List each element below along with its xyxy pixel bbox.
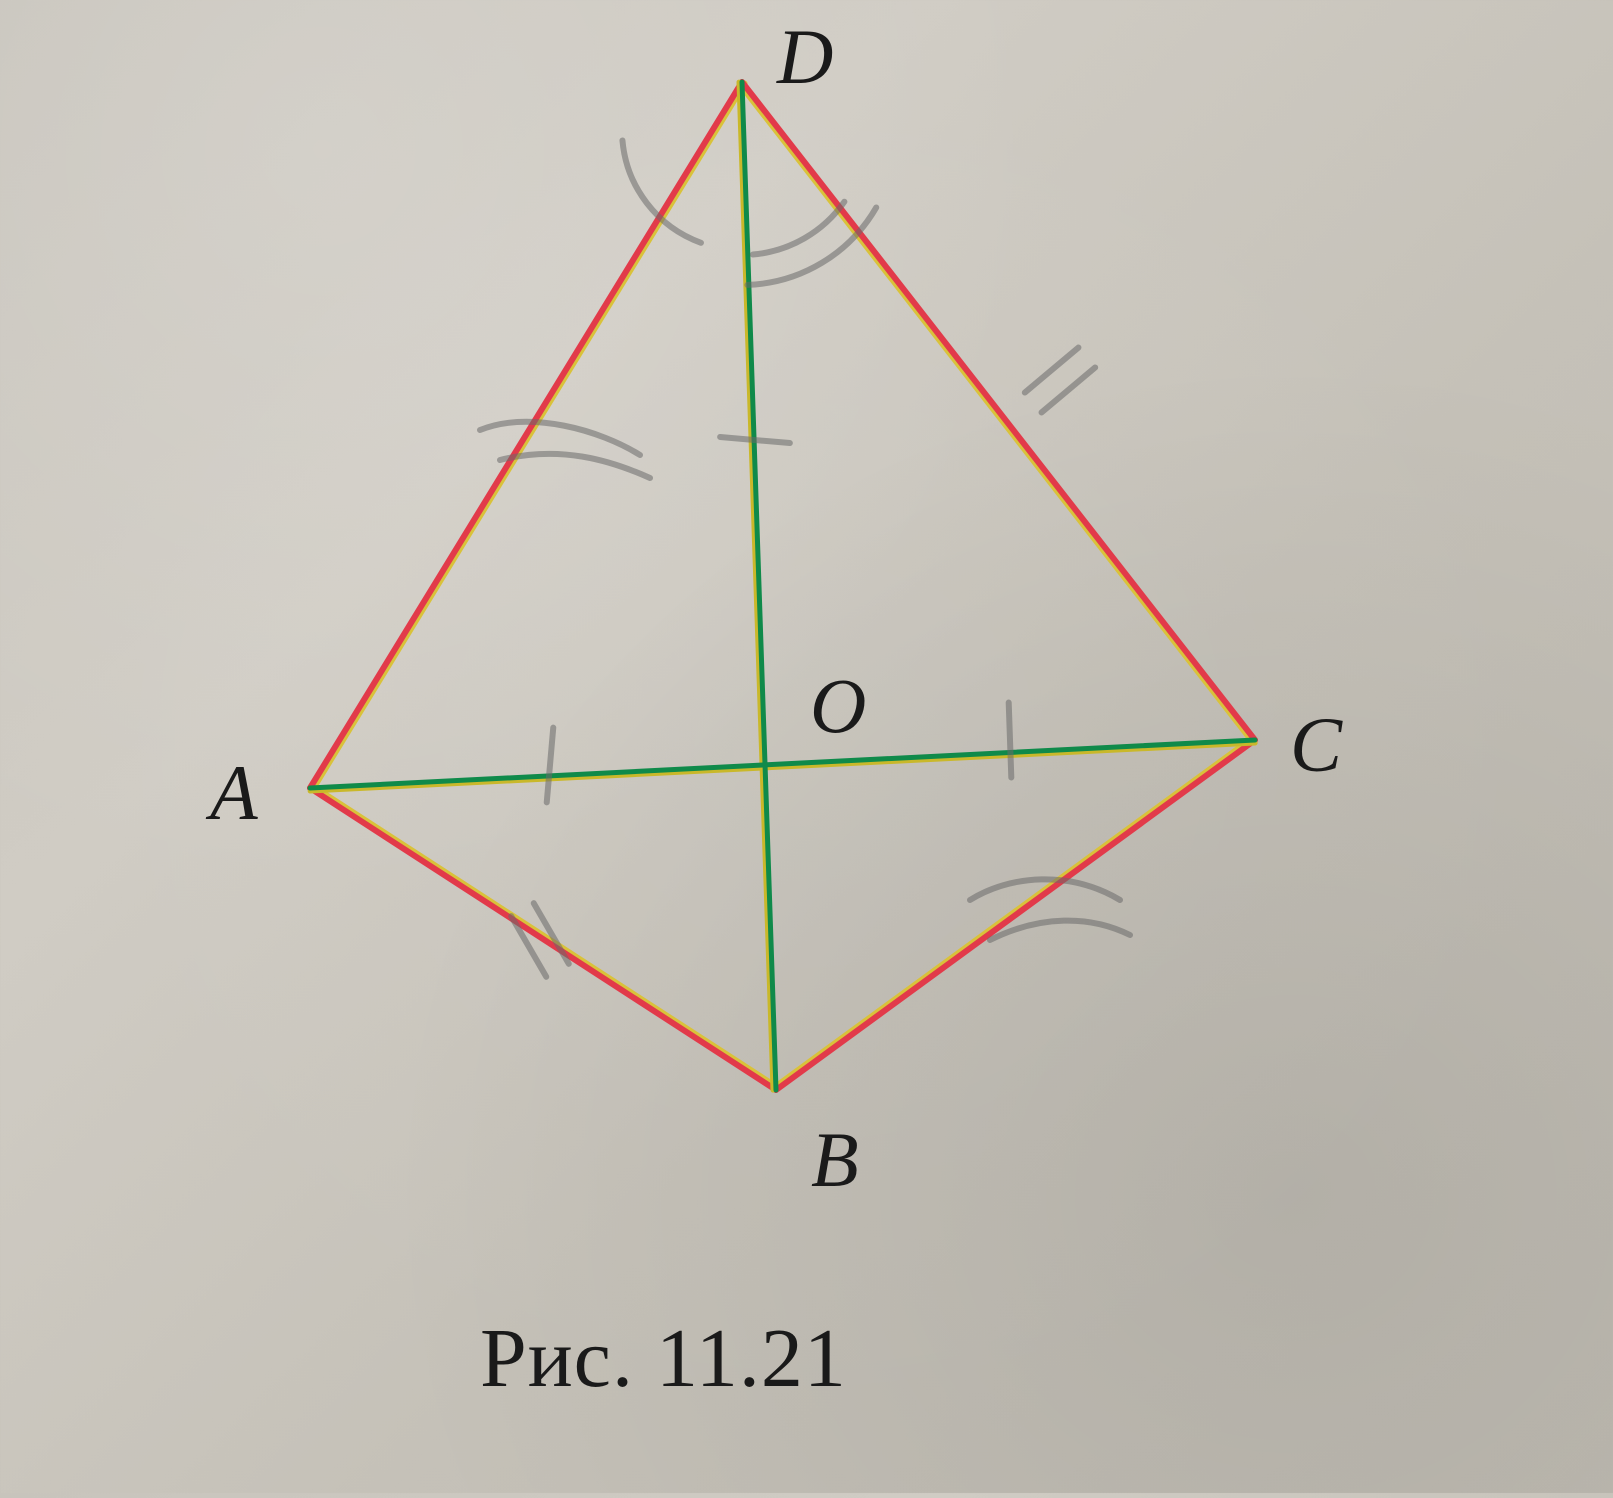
diagram-svg xyxy=(0,0,1613,1493)
diagonals-yellow xyxy=(310,82,1255,1090)
vertex-label-D: D xyxy=(777,12,833,102)
outer-edges-red xyxy=(310,82,1255,1090)
vertex-label-A: A xyxy=(210,748,258,838)
geometry-diagram xyxy=(0,0,1613,1493)
pencil-annotations xyxy=(480,140,1130,976)
vertex-label-C: C xyxy=(1290,700,1342,790)
outer-edges-yellow xyxy=(312,84,1254,1088)
diagonals-green xyxy=(310,82,1255,1090)
figure-caption: Рис. 11.21 xyxy=(480,1310,847,1407)
vertex-label-B: B xyxy=(811,1115,859,1205)
vertex-label-O: O xyxy=(810,661,866,751)
